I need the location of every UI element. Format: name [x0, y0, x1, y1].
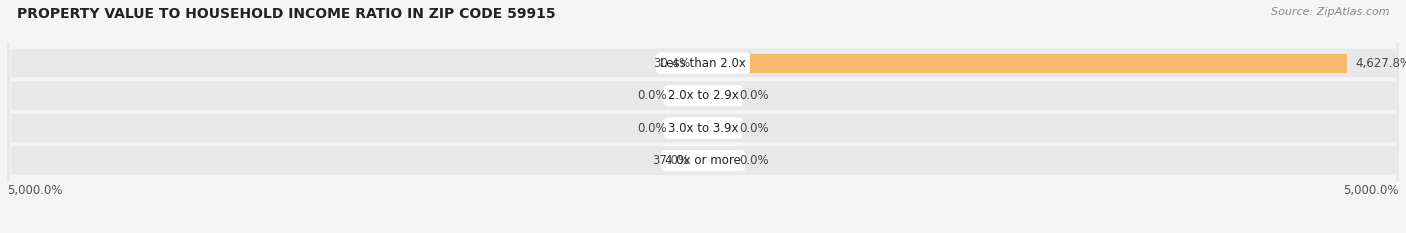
Text: 5,000.0%: 5,000.0%: [1344, 184, 1399, 197]
FancyBboxPatch shape: [7, 0, 1399, 233]
Text: 2.0x to 2.9x: 2.0x to 2.9x: [668, 89, 738, 102]
FancyBboxPatch shape: [7, 0, 1399, 233]
Bar: [703, 86, 731, 105]
Bar: [675, 86, 703, 105]
Text: 0.0%: 0.0%: [637, 89, 666, 102]
Bar: [703, 119, 731, 137]
Text: 4,627.8%: 4,627.8%: [1355, 57, 1406, 70]
FancyBboxPatch shape: [7, 0, 1399, 233]
Text: Source: ZipAtlas.com: Source: ZipAtlas.com: [1271, 7, 1389, 17]
Text: 3.0x to 3.9x: 3.0x to 3.9x: [668, 122, 738, 135]
Text: 0.0%: 0.0%: [637, 122, 666, 135]
Text: 0.0%: 0.0%: [740, 89, 769, 102]
Bar: [675, 119, 703, 137]
FancyBboxPatch shape: [7, 0, 1399, 233]
Text: 4.0x or more: 4.0x or more: [665, 154, 741, 167]
Text: PROPERTY VALUE TO HOUSEHOLD INCOME RATIO IN ZIP CODE 59915: PROPERTY VALUE TO HOUSEHOLD INCOME RATIO…: [17, 7, 555, 21]
Bar: [703, 151, 731, 170]
Text: Less than 2.0x: Less than 2.0x: [659, 57, 747, 70]
Text: 0.0%: 0.0%: [740, 154, 769, 167]
Text: 37.0%: 37.0%: [652, 154, 689, 167]
Bar: [699, 54, 703, 72]
Bar: [697, 151, 703, 170]
Bar: [703, 54, 1347, 72]
Text: 30.4%: 30.4%: [654, 57, 690, 70]
Text: 5,000.0%: 5,000.0%: [7, 184, 62, 197]
Text: 0.0%: 0.0%: [740, 122, 769, 135]
